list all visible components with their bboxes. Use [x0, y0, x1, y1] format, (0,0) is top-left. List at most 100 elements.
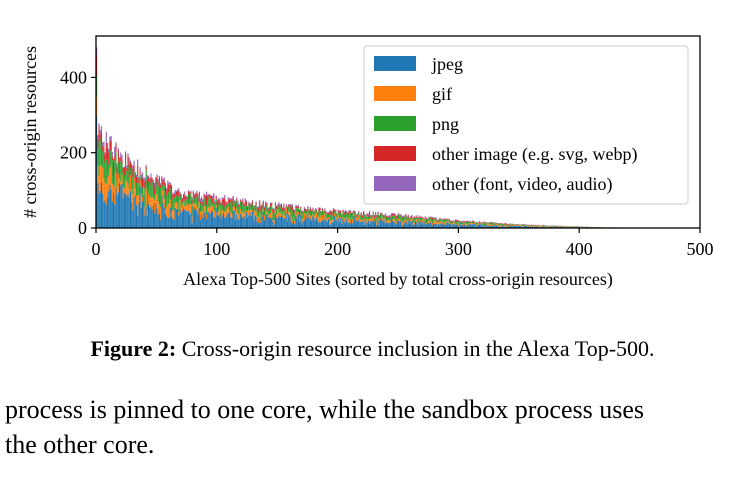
y-tick-label: 0 — [78, 218, 87, 238]
bar-segment-gif — [173, 210, 175, 220]
bar-segment-png — [443, 219, 446, 223]
bar-segment-other-image — [227, 199, 229, 204]
bar-segment-gif — [233, 206, 235, 211]
bar-segment-other-image — [296, 206, 298, 209]
bar-segment-png — [227, 203, 229, 207]
bar-segment-jpeg — [125, 193, 127, 228]
bar-segment-jpeg — [127, 193, 129, 228]
bar-segment-png — [158, 179, 161, 205]
bar-segment-gif — [157, 201, 159, 215]
bar-segment-png — [377, 214, 379, 219]
bar-segment-jpeg — [302, 220, 304, 228]
bar-segment-other-image — [344, 211, 347, 214]
bar-segment-png — [123, 174, 125, 189]
bar-segment-png — [166, 195, 168, 208]
bar-segment-other — [291, 204, 293, 206]
bar-segment-other — [283, 203, 285, 206]
bar-segment-other — [203, 193, 205, 195]
bar-segment-jpeg — [557, 226, 559, 228]
bar-segment-png — [110, 151, 112, 166]
bar-segment-png — [231, 207, 233, 214]
bar-segment-gif — [350, 217, 353, 220]
bar-segment-png — [505, 224, 507, 226]
bar-segment-gif — [185, 203, 187, 211]
bar-segment-other-image — [138, 178, 140, 184]
bar-segment-gif — [353, 213, 355, 216]
bar-segment-gif — [336, 217, 338, 221]
bar-segment-other — [361, 214, 363, 216]
bar-segment-png — [428, 218, 430, 221]
bar-segment-other-image — [372, 211, 374, 213]
bar-segment-jpeg — [181, 211, 183, 228]
bar-segment-gif — [121, 174, 123, 184]
bar-segment-png — [329, 213, 331, 222]
bar-segment-other — [125, 151, 127, 154]
bar-segment-png — [295, 208, 297, 212]
bar-segment-other — [387, 215, 389, 217]
bar-segment-gif — [270, 213, 272, 219]
bar-segment-gif — [295, 211, 297, 216]
bar-segment-gif — [359, 219, 361, 223]
bar-segment-png — [265, 207, 267, 213]
bar-segment-jpeg — [196, 210, 198, 228]
bar-segment-other — [257, 206, 260, 208]
bar-segment-other — [414, 216, 417, 218]
bar-segment-other-image — [183, 194, 185, 200]
bar-segment-gif — [410, 219, 412, 222]
bar-segment-gif — [300, 214, 302, 216]
bar-segment-jpeg — [330, 224, 332, 228]
bar-segment-jpeg — [528, 226, 530, 228]
bar-segment-gif — [431, 222, 434, 226]
bar-segment-gif — [99, 165, 101, 191]
bar-segment-png — [376, 216, 378, 222]
bar-segment-png — [179, 194, 181, 200]
bar-segment-other-image — [370, 215, 372, 218]
bar-segment-gif — [152, 197, 154, 206]
bar-segment-png — [311, 212, 313, 217]
x-tick-label: 100 — [203, 239, 230, 259]
bar-segment-jpeg — [198, 207, 200, 228]
bar-segment-jpeg — [343, 221, 345, 228]
bar-segment-png — [254, 206, 256, 211]
bar-segment-other-image — [236, 198, 238, 201]
bar-segment-png — [242, 204, 244, 214]
bar-segment-png — [561, 226, 563, 227]
bar-segment-jpeg — [214, 217, 216, 228]
bar-segment-other-image — [267, 208, 269, 211]
bar-segment-other-image — [352, 212, 354, 214]
bar-segment-jpeg — [460, 224, 463, 228]
bar-segment-gif — [290, 216, 292, 222]
bar-segment-gif — [236, 208, 238, 215]
bar-segment-other — [456, 219, 458, 221]
x-tick-label: 200 — [324, 239, 351, 259]
bar-segment-gif — [534, 225, 536, 227]
bar-segment-gif — [244, 212, 246, 220]
bar-segment-gif — [176, 203, 179, 210]
bar-segment-png — [483, 223, 485, 226]
bar-segment-other — [393, 213, 395, 214]
bar-segment-jpeg — [346, 218, 348, 228]
bar-segment-jpeg — [139, 186, 141, 228]
bar-segment-gif — [180, 208, 182, 213]
bar-segment-other-image — [505, 223, 507, 225]
bar-segment-png — [363, 214, 365, 220]
bar-segment-jpeg — [356, 221, 359, 228]
bar-segment-jpeg — [414, 221, 417, 228]
bar-segment-other-image — [140, 177, 142, 184]
bar-segment-other — [395, 215, 397, 217]
bar-segment-png — [285, 206, 287, 209]
bar-segment-gif — [116, 187, 118, 196]
bar-segment-png — [543, 225, 545, 227]
bar-segment-gif — [382, 218, 384, 222]
bar-segment-png — [127, 165, 129, 184]
bar-segment-other-image — [129, 161, 132, 169]
bar-segment-png — [114, 160, 116, 187]
bar-segment-jpeg — [427, 222, 429, 228]
bar-segment-other-image — [249, 204, 251, 206]
bar-segment-png — [318, 211, 320, 217]
bar-segment-other — [232, 195, 234, 197]
bar-segment-jpeg — [195, 207, 197, 228]
y-axis-label: # cross-origin resources — [20, 46, 40, 218]
bar-segment-png — [375, 214, 377, 218]
bar-segment-other-image — [416, 216, 418, 218]
